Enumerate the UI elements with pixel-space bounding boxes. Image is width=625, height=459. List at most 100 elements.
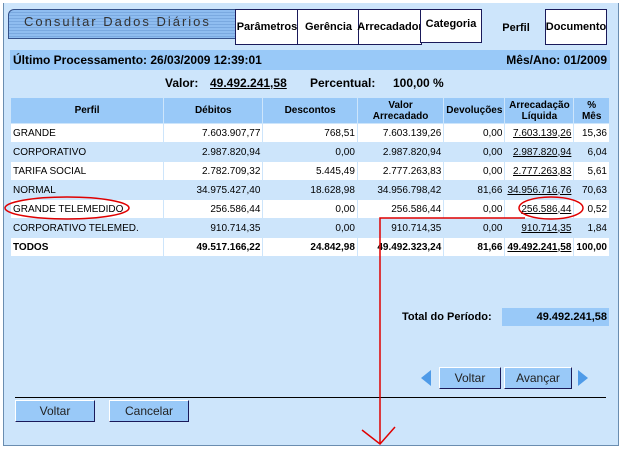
table-cell: 70,63	[581, 184, 607, 196]
table-cell: 256.586,44	[504, 199, 575, 219]
table-cell: 0,52	[573, 199, 610, 219]
tab-gerencia[interactable]: Gerência	[297, 9, 360, 45]
arrecadacao-liquida-link[interactable]: 2.777.263,83	[513, 165, 572, 177]
table-row: TARIFA SOCIAL 2.782.709,32 5.445,49 2.777.2…	[9, 161, 610, 181]
table-cell: 910.714,35	[163, 218, 264, 238]
table-cell: 910.714,35	[391, 222, 442, 234]
table-cell: 2.987.820,94	[163, 142, 264, 162]
table-cell: 256.586,44	[391, 203, 442, 215]
column-header: % Mês	[573, 97, 610, 124]
perfil-table: Perfil Débitos Descontos Valor Arrecadado De…	[9, 97, 610, 257]
voltar-button[interactable]: Voltar	[15, 400, 95, 422]
table-row: CORPORATIVO 2.987.820,94 0,00 2.987.820,94 0…	[9, 142, 610, 162]
table-cell: 0,00	[482, 165, 503, 177]
table-cell: 2.777.263,83	[382, 165, 442, 177]
table-cell: CORPORATIVO	[9, 142, 165, 162]
table-cell: 49.517.166,22	[196, 241, 261, 253]
arrecadacao-liquida-link[interactable]: 49.492.241,58	[507, 241, 572, 253]
arrow-right-icon[interactable]	[578, 370, 588, 386]
arrecadacao-liquida-link[interactable]: 34.956.716,76	[507, 184, 572, 196]
table-cell: 81,66	[477, 241, 503, 253]
table-cell: 2.987.820,94	[202, 146, 261, 158]
mes-ano: Mês/Ano: 01/2009	[506, 53, 607, 67]
table-cell: 100,00	[573, 237, 610, 257]
table-cell: 910.714,35	[210, 222, 261, 234]
table-header: Perfil Débitos Descontos Valor Arrecadado De…	[9, 97, 610, 124]
table-cell: 7.603.907,77	[202, 127, 261, 139]
table-row: NORMAL 34.975.427,40 18.628,98 34.956.798,4…	[9, 180, 610, 200]
nav-avancar-button[interactable]: Avançar	[504, 367, 572, 389]
percentual-label: Percentual:	[310, 76, 376, 90]
table-row: GRANDE 7.603.907,77 768,51 7.603.139,26 0,00…	[9, 123, 610, 143]
table-cell: 5,61	[573, 161, 610, 181]
table-cell: 5,61	[587, 165, 607, 177]
table-cell: 6,04	[573, 142, 610, 162]
table-cell: GRANDE	[13, 127, 56, 139]
column-header: Perfil	[9, 97, 165, 124]
table-cell: TODOS	[13, 241, 49, 253]
table-cell: 34.956.798,42	[356, 180, 445, 200]
arrecadacao-liquida-link[interactable]: 910.714,35	[521, 222, 572, 234]
table-cell: 15,36	[581, 127, 607, 139]
table-row: GRANDE TELEMEDIDO 256.586,44 0,00 256.586,4…	[9, 199, 610, 219]
table-cell: 7.603.139,26	[356, 123, 445, 143]
percentual-value: 100,00 %	[393, 76, 444, 90]
tab-categoria[interactable]: Categoria	[420, 9, 482, 43]
table-cell: 0,00	[482, 127, 503, 139]
column-header: Arrecadação Líquida	[504, 97, 575, 124]
total-periodo-label: Total do Período:	[402, 311, 492, 323]
arrecadacao-liquida-link[interactable]: 256.586,44	[521, 203, 572, 215]
table-cell: 256.586,44	[163, 199, 264, 219]
table-cell: 18.628,98	[262, 180, 358, 200]
valor-link[interactable]: 49.492.241,58	[210, 76, 287, 90]
arrecadacao-liquida-link[interactable]: 2.987.820,94	[513, 146, 572, 158]
table-cell: 256.586,44	[210, 203, 261, 215]
table-cell: 0,00	[482, 203, 503, 215]
ultimo-processamento: Último Processamento: 26/03/2009 12:39:0…	[13, 53, 262, 67]
table-cell: GRANDE TELEMEDIDO	[9, 199, 165, 219]
column-header: Valor Arrecadado	[356, 97, 445, 124]
table-cell: 2.782.709,32	[202, 165, 261, 177]
table-cell: 0,00	[443, 161, 506, 181]
table-cell: 6,04	[587, 146, 607, 158]
table-cell: 0,00	[335, 203, 355, 215]
table-cell: 24.842,98	[262, 237, 358, 257]
table-cell: NORMAL	[9, 180, 165, 200]
table-cell: 49.492.323,24	[377, 241, 442, 253]
tab-perfil[interactable]: Perfil	[485, 9, 547, 46]
table-cell: 2.987.820,94	[356, 142, 445, 162]
table-cell: 2.777.263,83	[356, 161, 445, 181]
table-cell: 910.714,35	[356, 218, 445, 238]
table-cell: 7.603.139,26	[382, 127, 442, 139]
table-cell: NORMAL	[13, 184, 56, 196]
table-cell: 34.975.427,40	[196, 184, 261, 196]
table-cell: 18.628,98	[310, 184, 355, 196]
table-cell: 81,66	[443, 237, 506, 257]
arrow-left-icon[interactable]	[421, 370, 431, 386]
table-cell: 0,00	[443, 142, 506, 162]
table-cell: 2.987.820,94	[382, 146, 442, 158]
table-cell: CORPORATIVO TELEMED.	[9, 218, 165, 238]
tab-parametros[interactable]: Parâmetros	[235, 9, 299, 45]
processing-info-bar: Último Processamento: 26/03/2009 12:39:0…	[10, 50, 610, 70]
cancelar-button[interactable]: Cancelar	[109, 400, 189, 422]
table-cell: GRANDE	[9, 123, 165, 143]
tab-arrecadador[interactable]: Arrecadador	[357, 9, 423, 45]
table-cell: 0,00	[482, 146, 503, 158]
table-cell: 1,84	[573, 218, 610, 238]
table-cell: 49.492.241,58	[504, 237, 575, 257]
column-header: Débitos	[163, 97, 264, 124]
table-cell: 768,51	[262, 123, 358, 143]
table-cell: 24.842,98	[310, 241, 355, 253]
table-cell: 0,00	[262, 218, 358, 238]
table-cell: 256.586,44	[356, 199, 445, 219]
table-cell: 49.517.166,22	[163, 237, 264, 257]
arrecadacao-liquida-link[interactable]: 7.603.139,26	[513, 127, 572, 139]
table-cell: 0,00	[262, 199, 358, 219]
nav-voltar-button[interactable]: Voltar	[439, 367, 501, 389]
table-cell: 2.777.263,83	[504, 161, 575, 181]
tab-documento[interactable]: Documento	[545, 9, 607, 45]
table-cell: 81,66	[443, 180, 506, 200]
table-cell: 34.956.798,42	[377, 184, 442, 196]
table-cell: 34.956.716,76	[504, 180, 575, 200]
